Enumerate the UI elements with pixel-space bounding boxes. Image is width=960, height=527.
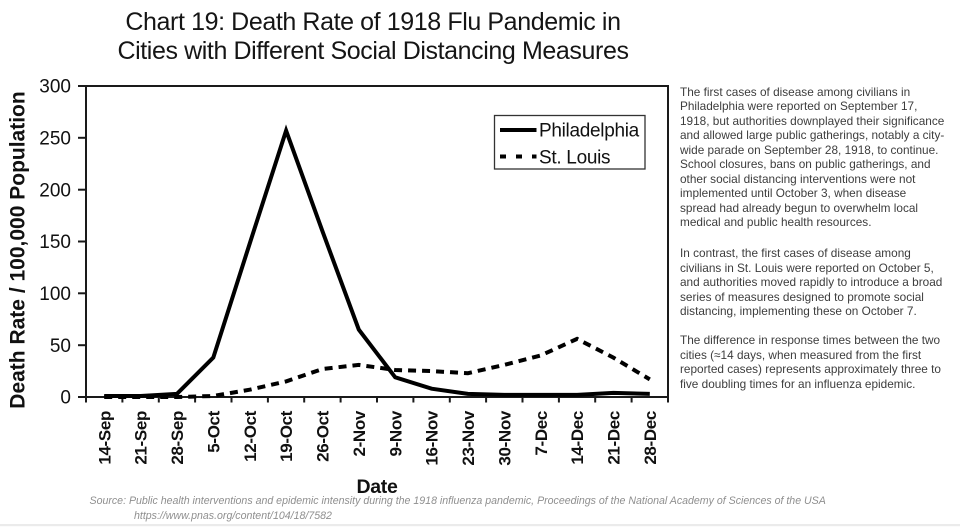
svg-text:16-Nov: 16-Nov (423, 410, 442, 465)
svg-text:St. Louis: St. Louis (539, 147, 610, 168)
svg-text:2-Nov: 2-Nov (350, 410, 369, 456)
svg-text:26-Oct: 26-Oct (314, 410, 333, 461)
svg-text:23-Nov: 23-Nov (459, 410, 478, 465)
svg-text:30-Nov: 30-Nov (495, 410, 514, 465)
svg-text:14-Sep: 14-Sep (95, 411, 114, 465)
svg-text:50: 50 (50, 336, 71, 357)
svg-text:28-Sep: 28-Sep (168, 411, 187, 465)
svg-text:28-Dec: 28-Dec (641, 411, 660, 465)
svg-text:300: 300 (39, 77, 71, 98)
svg-text:0: 0 (60, 388, 71, 409)
svg-text:100: 100 (39, 284, 71, 305)
svg-text:9-Nov: 9-Nov (386, 410, 405, 456)
svg-text:200: 200 (39, 180, 71, 201)
svg-text:250: 250 (39, 128, 71, 149)
svg-text:14-Dec: 14-Dec (568, 411, 587, 465)
svg-text:21-Sep: 21-Sep (132, 411, 151, 465)
svg-text:Date: Date (356, 476, 398, 498)
svg-text:150: 150 (39, 232, 71, 253)
svg-text:7-Dec: 7-Dec (532, 411, 551, 456)
svg-text:12-Oct: 12-Oct (241, 410, 260, 461)
svg-text:Philadelphia: Philadelphia (539, 121, 640, 142)
svg-text:Death Rate / 100,000 Populatio: Death Rate / 100,000 Population (6, 91, 29, 408)
svg-text:5-Oct: 5-Oct (204, 410, 223, 452)
svg-text:21-Dec: 21-Dec (605, 411, 624, 465)
svg-text:19-Oct: 19-Oct (277, 410, 296, 461)
